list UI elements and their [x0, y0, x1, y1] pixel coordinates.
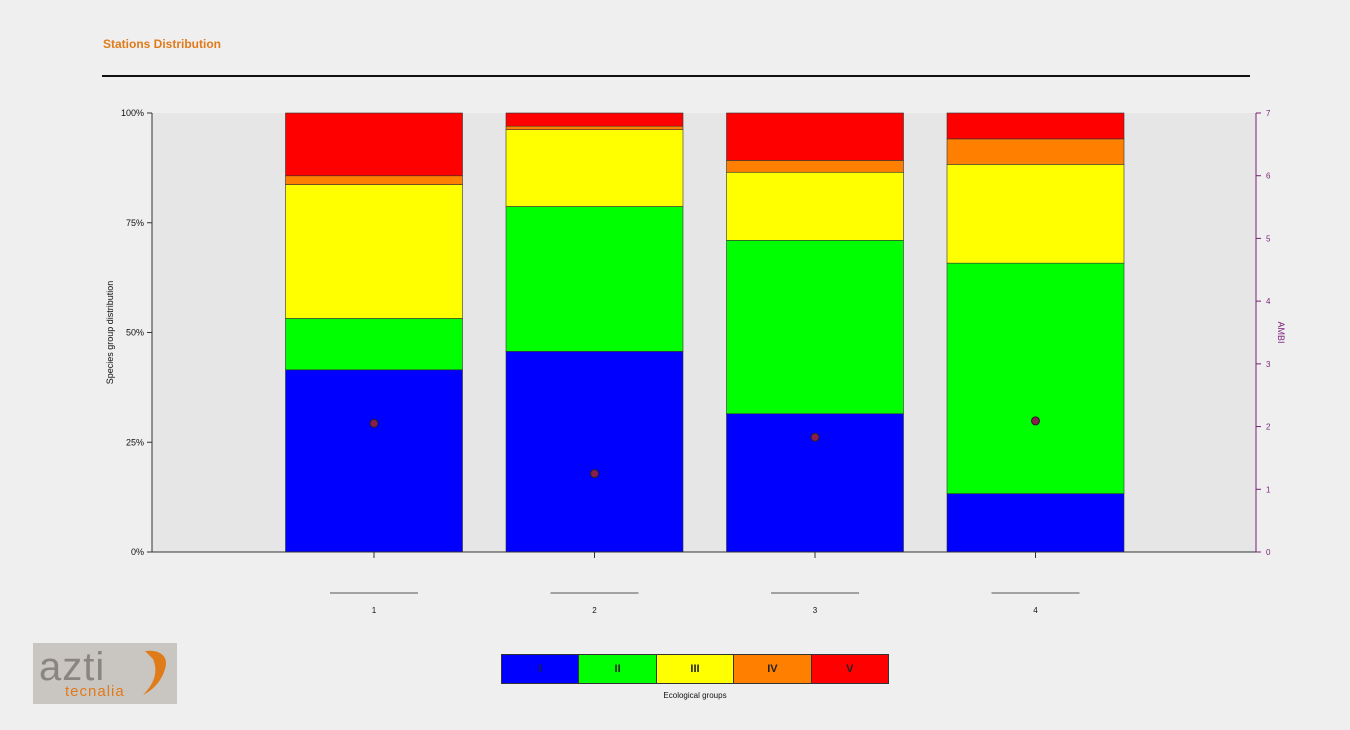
y2-tick-label: 6	[1266, 172, 1271, 181]
bar-station-2-group-1	[505, 351, 684, 553]
page-title: Stations Distribution	[103, 37, 221, 51]
legend-swatch-i: I	[502, 655, 580, 683]
bar-station-2-group-2	[505, 206, 684, 352]
bar-station-4-group-3	[946, 164, 1125, 264]
bar-station-1-group-1	[285, 369, 463, 553]
bar-station-1-group-4	[285, 175, 463, 185]
legend: I II III IV V	[501, 654, 889, 684]
bar-station-1-group-3	[285, 184, 463, 319]
legend-title: Ecological groups	[663, 691, 727, 700]
azti-logo: azti tecnalia	[33, 643, 177, 704]
bar-station-3-group-4	[726, 160, 904, 173]
x-tick-label: 1	[372, 606, 377, 615]
bar-station-4-group-2	[946, 262, 1125, 494]
legend-swatch-iii: III	[656, 655, 735, 683]
y-tick-label: 0%	[131, 547, 144, 557]
y-tick-label: 75%	[126, 218, 144, 228]
ambi-point	[1031, 416, 1040, 426]
legend-swatch-v: V	[811, 655, 889, 683]
bar-station-4-group-5	[946, 112, 1125, 140]
bar-station-1-group-2	[285, 318, 463, 371]
logo-swoosh-icon	[143, 650, 167, 695]
y-tick-label: 25%	[126, 437, 144, 447]
bar-station-1-group-5	[285, 112, 463, 177]
y2-tick-label: 5	[1266, 234, 1271, 243]
y-tick-label: 50%	[126, 328, 144, 338]
bar-station-3-group-5	[726, 112, 904, 161]
y2-tick-label: 7	[1266, 109, 1271, 118]
bar-station-2-group-3	[505, 129, 684, 207]
x-tick-label: 3	[813, 606, 818, 615]
ambi-point	[369, 418, 379, 428]
logo-sub: tecnalia	[65, 683, 125, 700]
y2-tick-label: 4	[1266, 297, 1271, 306]
y-tick-label: 100%	[121, 108, 144, 118]
logo-brand: azti	[39, 645, 106, 689]
bar-station-3-group-3	[726, 171, 904, 241]
y2-tick-label: 2	[1266, 423, 1271, 432]
ambi-point	[810, 432, 820, 442]
bar-station-2-group-4	[505, 125, 684, 130]
legend-swatch-ii: II	[579, 655, 657, 683]
title-divider	[102, 75, 1250, 77]
bar-station-3-group-2	[726, 240, 904, 415]
y2-tick-label: 3	[1266, 360, 1271, 369]
bar-station-2-group-5	[505, 112, 684, 127]
bar-station-4-group-1	[946, 493, 1125, 553]
bar-station-4-group-4	[946, 138, 1125, 165]
legend-swatch-iv: IV	[734, 655, 812, 683]
y2-tick-label: 1	[1266, 485, 1271, 494]
y-axis-label: Species group distribution	[105, 281, 115, 385]
y2-tick-label: 0	[1266, 548, 1271, 557]
x-tick-label: 4	[1033, 606, 1038, 615]
y2-axis-label: AMBI	[1276, 321, 1286, 343]
x-tick-label: 2	[592, 606, 597, 615]
ambi-point	[590, 469, 599, 479]
